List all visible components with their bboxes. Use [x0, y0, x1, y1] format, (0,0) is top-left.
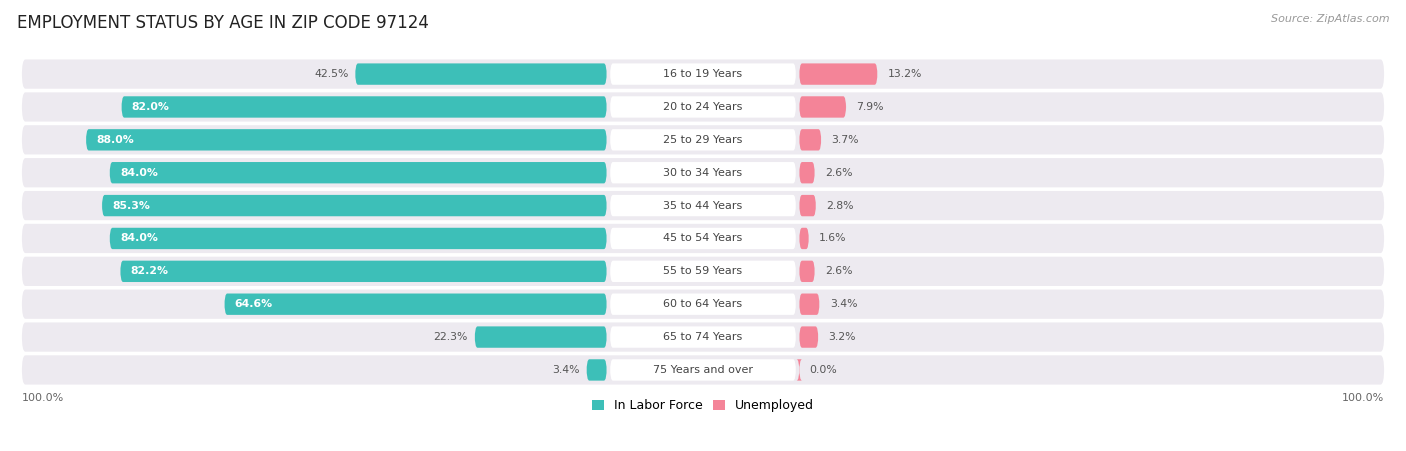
FancyBboxPatch shape	[610, 294, 796, 315]
Text: 85.3%: 85.3%	[112, 201, 150, 211]
Text: 3.4%: 3.4%	[830, 299, 858, 309]
Text: 100.0%: 100.0%	[22, 393, 65, 403]
FancyBboxPatch shape	[800, 327, 818, 348]
FancyBboxPatch shape	[800, 195, 815, 216]
Text: 2.8%: 2.8%	[827, 201, 853, 211]
FancyBboxPatch shape	[121, 96, 606, 118]
FancyBboxPatch shape	[610, 261, 796, 282]
FancyBboxPatch shape	[610, 162, 796, 184]
Text: 25 to 29 Years: 25 to 29 Years	[664, 135, 742, 145]
FancyBboxPatch shape	[610, 228, 796, 249]
FancyBboxPatch shape	[800, 64, 877, 85]
Text: 55 to 59 Years: 55 to 59 Years	[664, 267, 742, 276]
Text: 3.7%: 3.7%	[831, 135, 859, 145]
Text: 22.3%: 22.3%	[433, 332, 468, 342]
FancyBboxPatch shape	[800, 129, 821, 151]
FancyBboxPatch shape	[800, 162, 814, 184]
Text: 35 to 44 Years: 35 to 44 Years	[664, 201, 742, 211]
Text: 75 Years and over: 75 Years and over	[652, 365, 754, 375]
FancyBboxPatch shape	[800, 96, 846, 118]
Text: 1.6%: 1.6%	[820, 234, 846, 244]
FancyBboxPatch shape	[800, 294, 820, 315]
FancyBboxPatch shape	[86, 129, 606, 151]
Text: 82.0%: 82.0%	[132, 102, 170, 112]
Text: 84.0%: 84.0%	[120, 168, 157, 178]
FancyBboxPatch shape	[610, 129, 796, 151]
FancyBboxPatch shape	[800, 228, 808, 249]
Legend: In Labor Force, Unemployed: In Labor Force, Unemployed	[586, 395, 820, 418]
Text: 84.0%: 84.0%	[120, 234, 157, 244]
FancyBboxPatch shape	[356, 64, 606, 85]
FancyBboxPatch shape	[22, 125, 1384, 154]
FancyBboxPatch shape	[225, 294, 606, 315]
FancyBboxPatch shape	[800, 261, 814, 282]
Text: 45 to 54 Years: 45 to 54 Years	[664, 234, 742, 244]
Text: 65 to 74 Years: 65 to 74 Years	[664, 332, 742, 342]
Text: Source: ZipAtlas.com: Source: ZipAtlas.com	[1271, 14, 1389, 23]
Text: 7.9%: 7.9%	[856, 102, 884, 112]
FancyBboxPatch shape	[110, 228, 606, 249]
FancyBboxPatch shape	[121, 261, 606, 282]
FancyBboxPatch shape	[22, 257, 1384, 286]
Text: EMPLOYMENT STATUS BY AGE IN ZIP CODE 97124: EMPLOYMENT STATUS BY AGE IN ZIP CODE 971…	[17, 14, 429, 32]
FancyBboxPatch shape	[610, 64, 796, 85]
FancyBboxPatch shape	[610, 96, 796, 118]
FancyBboxPatch shape	[22, 290, 1384, 319]
FancyBboxPatch shape	[797, 359, 801, 381]
FancyBboxPatch shape	[22, 158, 1384, 187]
Text: 82.2%: 82.2%	[131, 267, 169, 276]
FancyBboxPatch shape	[22, 60, 1384, 89]
Text: 88.0%: 88.0%	[97, 135, 134, 145]
FancyBboxPatch shape	[586, 359, 606, 381]
FancyBboxPatch shape	[22, 191, 1384, 220]
FancyBboxPatch shape	[103, 195, 606, 216]
FancyBboxPatch shape	[110, 162, 606, 184]
Text: 2.6%: 2.6%	[825, 168, 852, 178]
FancyBboxPatch shape	[22, 322, 1384, 352]
Text: 3.2%: 3.2%	[828, 332, 856, 342]
FancyBboxPatch shape	[22, 224, 1384, 253]
Text: 16 to 19 Years: 16 to 19 Years	[664, 69, 742, 79]
Text: 2.6%: 2.6%	[825, 267, 852, 276]
FancyBboxPatch shape	[610, 359, 796, 381]
FancyBboxPatch shape	[610, 327, 796, 348]
Text: 20 to 24 Years: 20 to 24 Years	[664, 102, 742, 112]
Text: 13.2%: 13.2%	[887, 69, 922, 79]
FancyBboxPatch shape	[610, 195, 796, 216]
Text: 64.6%: 64.6%	[235, 299, 273, 309]
FancyBboxPatch shape	[22, 355, 1384, 385]
Text: 3.4%: 3.4%	[553, 365, 579, 375]
Text: 60 to 64 Years: 60 to 64 Years	[664, 299, 742, 309]
Text: 0.0%: 0.0%	[810, 365, 838, 375]
FancyBboxPatch shape	[22, 92, 1384, 122]
FancyBboxPatch shape	[475, 327, 606, 348]
Text: 100.0%: 100.0%	[1341, 393, 1384, 403]
Text: 42.5%: 42.5%	[314, 69, 349, 79]
Text: 30 to 34 Years: 30 to 34 Years	[664, 168, 742, 178]
